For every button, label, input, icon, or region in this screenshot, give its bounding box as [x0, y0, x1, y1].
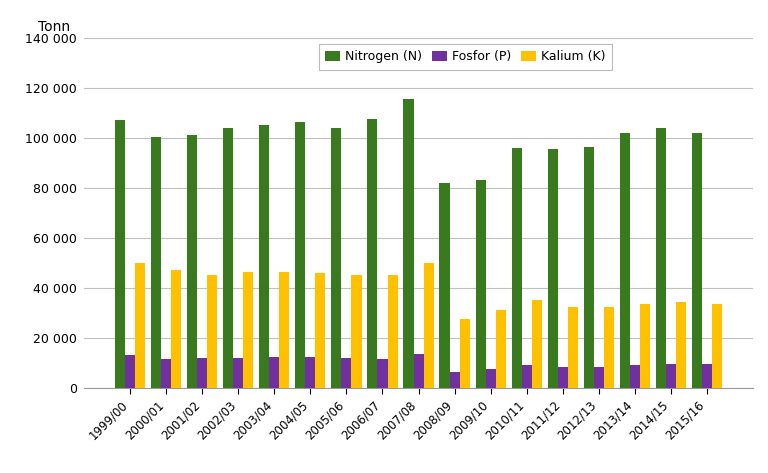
Bar [259, 125, 270, 388]
Bar [568, 307, 578, 388]
Bar [424, 263, 434, 388]
Bar [548, 149, 558, 388]
Legend: Nitrogen (N), Fosfor (P), Kalium (K): Nitrogen (N), Fosfor (P), Kalium (K) [319, 44, 612, 70]
Bar [413, 354, 424, 388]
Bar [666, 364, 676, 388]
Bar [656, 128, 666, 388]
Bar [316, 273, 326, 388]
Bar [151, 137, 161, 388]
Bar [341, 358, 352, 388]
Text: Tonn: Tonn [38, 20, 70, 35]
Bar [270, 357, 280, 388]
Bar [207, 275, 217, 388]
Bar [640, 304, 650, 388]
Bar [485, 369, 496, 388]
Bar [388, 275, 398, 388]
Bar [403, 99, 413, 388]
Bar [630, 365, 640, 388]
Bar [233, 358, 243, 388]
Bar [352, 275, 362, 388]
Bar [475, 180, 485, 388]
Bar [604, 307, 614, 388]
Bar [306, 357, 316, 388]
Bar [460, 319, 470, 388]
Bar [367, 119, 377, 388]
Bar [712, 304, 722, 388]
Bar [161, 359, 171, 388]
Bar [692, 133, 702, 388]
Bar [125, 355, 135, 388]
Bar [223, 128, 233, 388]
Bar [521, 365, 531, 388]
Bar [187, 135, 197, 388]
Bar [377, 359, 388, 388]
Bar [584, 147, 594, 388]
Bar [558, 367, 568, 388]
Bar [594, 367, 604, 388]
Bar [280, 272, 290, 388]
Bar [531, 300, 542, 388]
Bar [511, 148, 521, 388]
Bar [115, 120, 125, 388]
Bar [439, 183, 449, 388]
Bar [496, 310, 506, 388]
Bar [295, 122, 306, 388]
Bar [243, 272, 253, 388]
Bar [449, 372, 460, 388]
Bar [331, 128, 341, 388]
Bar [676, 302, 686, 388]
Bar [620, 133, 630, 388]
Bar [135, 263, 145, 388]
Bar [702, 364, 712, 388]
Bar [171, 271, 181, 388]
Bar [197, 358, 207, 388]
